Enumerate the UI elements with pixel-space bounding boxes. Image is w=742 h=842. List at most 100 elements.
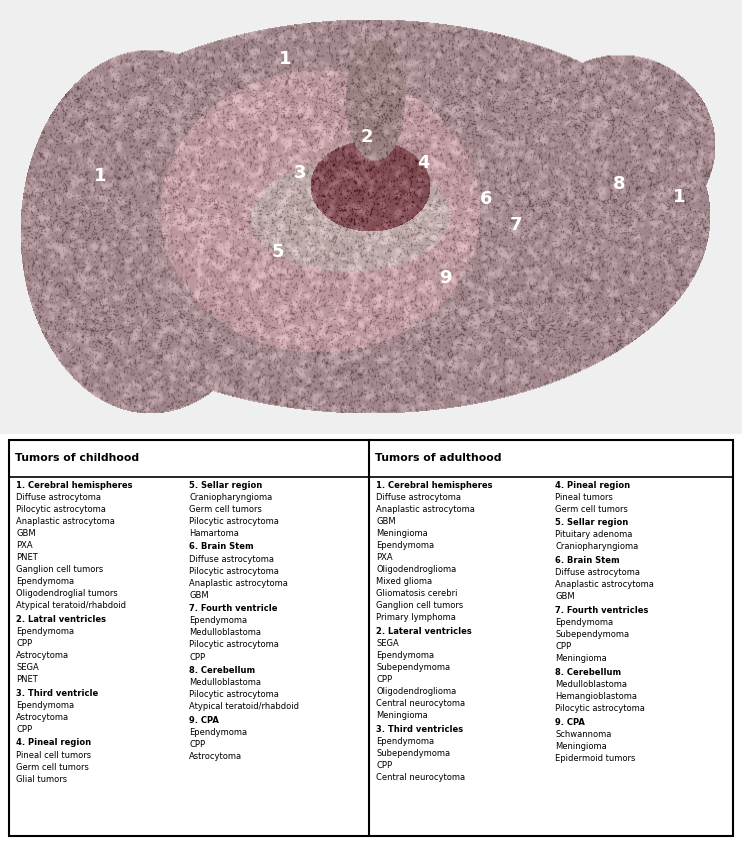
Text: Central neurocytoma: Central neurocytoma — [376, 699, 465, 708]
Text: 3. Third ventricle: 3. Third ventricle — [16, 689, 99, 698]
Text: 1: 1 — [673, 189, 685, 206]
Text: 2. Lateral ventricles: 2. Lateral ventricles — [376, 626, 472, 636]
Text: Ependymoma: Ependymoma — [189, 728, 247, 737]
Text: 1. Cerebral hemispheres: 1. Cerebral hemispheres — [16, 481, 133, 489]
Text: 1. Cerebral hemispheres: 1. Cerebral hemispheres — [376, 481, 493, 489]
Text: 8. Cerebellum: 8. Cerebellum — [555, 668, 621, 677]
Text: Meningioma: Meningioma — [555, 654, 607, 663]
Text: Ependymoma: Ependymoma — [555, 618, 613, 627]
Text: CPP: CPP — [16, 639, 33, 647]
Text: Ependymoma: Ependymoma — [376, 541, 434, 550]
Text: Ganglion cell tumors: Ganglion cell tumors — [16, 565, 104, 574]
Text: Craniopharyngioma: Craniopharyngioma — [189, 493, 272, 502]
Text: Hemangioblastoma: Hemangioblastoma — [555, 692, 637, 701]
Text: 1: 1 — [280, 50, 292, 67]
Text: Atypical teratoid/rhabdoid: Atypical teratoid/rhabdoid — [189, 702, 299, 711]
Text: 5: 5 — [272, 242, 284, 260]
Text: Tumors of childhood: Tumors of childhood — [15, 453, 139, 463]
Text: Pineal tumors: Pineal tumors — [555, 493, 613, 502]
Text: CPP: CPP — [16, 725, 33, 733]
Text: Ependymoma: Ependymoma — [376, 737, 434, 746]
Text: Anaplastic astrocytoma: Anaplastic astrocytoma — [555, 580, 654, 589]
Text: 4: 4 — [417, 153, 429, 172]
Text: Pilocytic astrocytoma: Pilocytic astrocytoma — [189, 641, 279, 649]
Text: Anaplastic astrocytoma: Anaplastic astrocytoma — [16, 517, 115, 525]
Text: Ependymoma: Ependymoma — [16, 577, 74, 586]
Text: Diffuse astrocytoma: Diffuse astrocytoma — [16, 493, 102, 502]
Text: Medulloblastoma: Medulloblastoma — [189, 628, 261, 637]
Text: Anaplastic astrocytoma: Anaplastic astrocytoma — [376, 504, 475, 514]
Text: CPP: CPP — [189, 740, 206, 749]
Text: Germ cell tumors: Germ cell tumors — [555, 504, 628, 514]
Text: Diffuse astrocytoma: Diffuse astrocytoma — [555, 568, 640, 577]
Text: Pilocytic astrocytoma: Pilocytic astrocytoma — [16, 504, 106, 514]
Text: Astrocytoma: Astrocytoma — [16, 712, 70, 722]
Text: 7. Fourth ventricles: 7. Fourth ventricles — [555, 606, 649, 615]
Text: 2: 2 — [361, 128, 373, 146]
Text: 3: 3 — [295, 164, 306, 183]
Text: Ganglion cell tumors: Ganglion cell tumors — [376, 601, 464, 610]
Text: CPP: CPP — [555, 642, 571, 651]
Text: 5. Sellar region: 5. Sellar region — [189, 481, 263, 489]
Text: 9. CPA: 9. CPA — [555, 717, 585, 727]
Text: PNET: PNET — [16, 675, 38, 684]
Text: SEGA: SEGA — [376, 639, 399, 647]
Text: 4. Pineal region: 4. Pineal region — [16, 738, 91, 748]
Text: 7. Fourth ventricle: 7. Fourth ventricle — [189, 605, 278, 613]
Text: Pituitary adenoma: Pituitary adenoma — [555, 530, 632, 540]
Text: Atypical teratoid/rhabdoid: Atypical teratoid/rhabdoid — [16, 601, 126, 610]
Text: Oligodendroglioma: Oligodendroglioma — [376, 565, 456, 574]
Text: CPP: CPP — [376, 675, 393, 684]
Text: Craniopharyngioma: Craniopharyngioma — [555, 542, 638, 552]
Text: Ependymoma: Ependymoma — [16, 701, 74, 710]
Text: Oligodendroglial tumors: Oligodendroglial tumors — [16, 589, 118, 598]
Text: Hamartoma: Hamartoma — [189, 529, 239, 538]
Text: 6. Brain Stem: 6. Brain Stem — [555, 556, 620, 565]
Text: 6: 6 — [480, 190, 492, 209]
Text: Diffuse astrocytoma: Diffuse astrocytoma — [189, 555, 275, 563]
Text: 1: 1 — [94, 167, 106, 184]
Text: Epidermoid tumors: Epidermoid tumors — [555, 754, 635, 763]
Text: GBM: GBM — [555, 592, 574, 601]
Text: GBM: GBM — [16, 529, 36, 538]
Text: 4. Pineal region: 4. Pineal region — [555, 481, 630, 489]
Text: Pilocytic astrocytoma: Pilocytic astrocytoma — [189, 567, 279, 576]
Text: Primary lymphoma: Primary lymphoma — [376, 613, 456, 622]
Text: Subependymoma: Subependymoma — [376, 749, 450, 758]
Text: Meningioma: Meningioma — [376, 711, 428, 720]
Text: 9. CPA: 9. CPA — [189, 716, 219, 725]
Text: PNET: PNET — [16, 553, 38, 562]
Text: Gliomatosis cerebri: Gliomatosis cerebri — [376, 589, 458, 598]
Text: Pilocytic astrocytoma: Pilocytic astrocytoma — [189, 690, 279, 700]
Text: Germ cell tumors: Germ cell tumors — [16, 763, 89, 771]
Text: SEGA: SEGA — [16, 663, 39, 672]
Text: Ependymoma: Ependymoma — [376, 651, 434, 660]
Text: Ependymoma: Ependymoma — [16, 626, 74, 636]
Text: Subependymoma: Subependymoma — [376, 663, 450, 672]
Text: Glial tumors: Glial tumors — [16, 775, 68, 784]
Text: Astrocytoma: Astrocytoma — [16, 651, 70, 660]
Text: Schwannoma: Schwannoma — [555, 730, 611, 738]
Text: Medulloblastoma: Medulloblastoma — [189, 679, 261, 687]
Text: Central neurocytoma: Central neurocytoma — [376, 773, 465, 782]
Text: PXA: PXA — [376, 553, 393, 562]
Text: Anaplastic astrocytoma: Anaplastic astrocytoma — [189, 578, 288, 588]
Text: CPP: CPP — [189, 653, 206, 662]
Text: 9: 9 — [439, 269, 451, 286]
Text: 2. Latral ventricles: 2. Latral ventricles — [16, 615, 106, 624]
Text: Diffuse astrocytoma: Diffuse astrocytoma — [376, 493, 462, 502]
Text: Germ cell tumors: Germ cell tumors — [189, 504, 262, 514]
Text: GBM: GBM — [189, 590, 209, 600]
Text: Medulloblastoma: Medulloblastoma — [555, 679, 627, 689]
Text: Pilocytic astrocytoma: Pilocytic astrocytoma — [555, 704, 645, 713]
Text: 3. Third ventricles: 3. Third ventricles — [376, 725, 463, 733]
Text: Meningioma: Meningioma — [376, 529, 428, 538]
Text: CPP: CPP — [376, 761, 393, 770]
Text: Pilocytic astrocytoma: Pilocytic astrocytoma — [189, 517, 279, 525]
Text: GBM: GBM — [376, 517, 395, 525]
Text: Meningioma: Meningioma — [555, 742, 607, 751]
Text: 6. Brain Stem: 6. Brain Stem — [189, 542, 254, 552]
Text: 8. Cerebellum: 8. Cerebellum — [189, 666, 255, 675]
Text: Subependymoma: Subependymoma — [555, 630, 629, 639]
Text: 5. Sellar region: 5. Sellar region — [555, 519, 628, 527]
